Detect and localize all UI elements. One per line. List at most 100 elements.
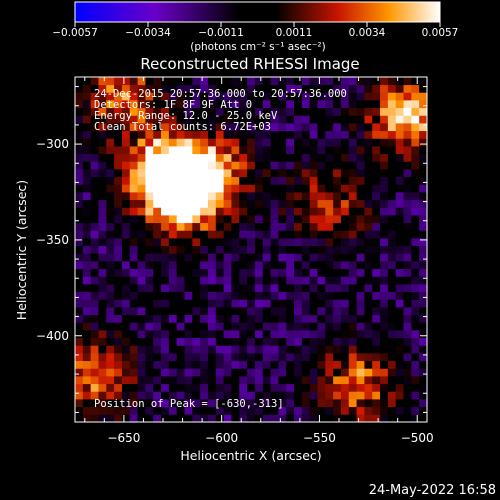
heatmap-cell bbox=[387, 330, 397, 339]
heatmap-cell bbox=[247, 100, 256, 109]
heatmap-cell bbox=[168, 322, 178, 331]
heatmap-cell bbox=[411, 383, 420, 392]
heatmap-cell bbox=[387, 406, 397, 415]
heatmap-cell bbox=[286, 261, 295, 270]
heatmap-cell bbox=[395, 253, 404, 262]
heatmap-cell bbox=[294, 376, 303, 385]
heatmap-cell bbox=[333, 414, 342, 422]
heatmap-cell bbox=[82, 330, 92, 339]
heatmap-cell bbox=[145, 115, 154, 124]
heatmap-cell bbox=[294, 184, 303, 193]
heatmap-cell bbox=[333, 245, 342, 254]
heatmap-cell bbox=[161, 345, 170, 354]
heatmap-cell bbox=[387, 222, 397, 231]
heatmap-cell bbox=[278, 146, 287, 155]
heatmap-cell bbox=[145, 268, 154, 277]
heatmap-cell bbox=[239, 238, 248, 247]
heatmap-cell bbox=[121, 107, 131, 116]
heatmap-cell bbox=[153, 414, 162, 422]
heatmap-cell bbox=[278, 161, 287, 170]
heatmap-cell bbox=[106, 284, 115, 293]
heatmap-cell bbox=[294, 337, 303, 346]
heatmap-cell bbox=[254, 299, 264, 308]
heatmap-cell bbox=[403, 238, 412, 247]
heatmap-cell bbox=[411, 245, 420, 254]
heatmap-cell bbox=[114, 383, 123, 392]
heatmap-cell bbox=[340, 161, 350, 170]
heatmap-cell bbox=[278, 123, 287, 132]
heatmap-cell bbox=[286, 176, 295, 185]
heatmap-cell bbox=[75, 138, 84, 147]
heatmap-cell bbox=[207, 399, 217, 408]
heatmap-cell bbox=[395, 92, 404, 101]
heatmap-cell bbox=[380, 138, 389, 147]
heatmap-cell bbox=[419, 245, 427, 254]
heatmap-cell bbox=[356, 406, 365, 415]
heatmap-cell bbox=[82, 253, 92, 262]
heatmap-cell bbox=[325, 222, 334, 231]
heatmap-cell bbox=[387, 307, 397, 316]
heatmap-cell bbox=[395, 184, 404, 193]
heatmap-cell bbox=[348, 376, 357, 385]
heatmap-cell bbox=[411, 406, 420, 415]
heatmap-cell bbox=[403, 376, 412, 385]
heatmap-cell bbox=[286, 314, 295, 323]
heatmap-cell bbox=[168, 376, 178, 385]
heatmap-cell bbox=[184, 238, 193, 247]
heatmap-cell bbox=[247, 207, 256, 216]
heatmap-cell bbox=[137, 268, 146, 277]
heatmap-cell bbox=[106, 100, 115, 109]
heatmap-cell bbox=[223, 192, 232, 201]
heatmap-cell bbox=[403, 230, 412, 239]
heatmap-cell bbox=[270, 146, 279, 155]
heatmap-cell bbox=[309, 307, 318, 316]
heatmap-cell bbox=[278, 100, 287, 109]
heatmap-cell bbox=[317, 368, 326, 377]
heatmap-cell bbox=[247, 383, 256, 392]
heatmap-cell bbox=[215, 84, 225, 93]
heatmap-cell bbox=[114, 414, 123, 422]
heatmap-cell bbox=[395, 314, 404, 323]
heatmap-cell bbox=[286, 414, 295, 422]
heatmap-cell bbox=[348, 268, 357, 277]
heatmap-cell bbox=[153, 176, 162, 185]
heatmap-cell bbox=[121, 169, 131, 178]
heatmap-cell bbox=[395, 169, 404, 178]
heatmap-cell bbox=[356, 107, 365, 116]
heatmap-cell bbox=[176, 268, 185, 277]
heatmap-cell bbox=[200, 153, 209, 162]
heatmap-cell bbox=[200, 84, 209, 93]
heatmap-cell bbox=[161, 215, 170, 224]
heatmap-cell bbox=[317, 77, 326, 86]
heatmap-cell bbox=[98, 169, 107, 178]
heatmap-cell bbox=[231, 322, 240, 331]
heatmap-cell bbox=[340, 383, 350, 392]
heatmap-cell bbox=[98, 299, 107, 308]
heatmap-cell bbox=[153, 199, 162, 208]
heatmap-cell bbox=[114, 291, 123, 300]
heatmap-cell bbox=[239, 376, 248, 385]
heatmap-cell bbox=[380, 245, 389, 254]
heatmap-cell bbox=[380, 222, 389, 231]
heatmap-cell bbox=[90, 184, 99, 193]
heatmap-cell bbox=[395, 299, 404, 308]
heatmap-cell bbox=[254, 153, 264, 162]
heatmap-cell bbox=[137, 330, 146, 339]
heatmap-cell bbox=[90, 360, 99, 369]
heatmap-cell bbox=[75, 414, 84, 422]
heatmap-cell bbox=[387, 261, 397, 270]
heatmap-cell bbox=[184, 368, 193, 377]
heatmap-cell bbox=[137, 406, 146, 415]
heatmap-cell bbox=[270, 169, 279, 178]
heatmap-cell bbox=[223, 368, 232, 377]
heatmap-cell bbox=[192, 77, 201, 86]
heatmap-cell bbox=[317, 238, 326, 247]
heatmap-cell bbox=[184, 276, 193, 285]
heatmap-cell bbox=[176, 299, 185, 308]
heatmap-cell bbox=[380, 184, 389, 193]
heatmap-cell bbox=[161, 291, 170, 300]
heatmap-cell bbox=[153, 115, 162, 124]
heatmap-cell bbox=[82, 146, 92, 155]
heatmap-cell bbox=[137, 314, 146, 323]
heatmap-cell bbox=[215, 253, 225, 262]
